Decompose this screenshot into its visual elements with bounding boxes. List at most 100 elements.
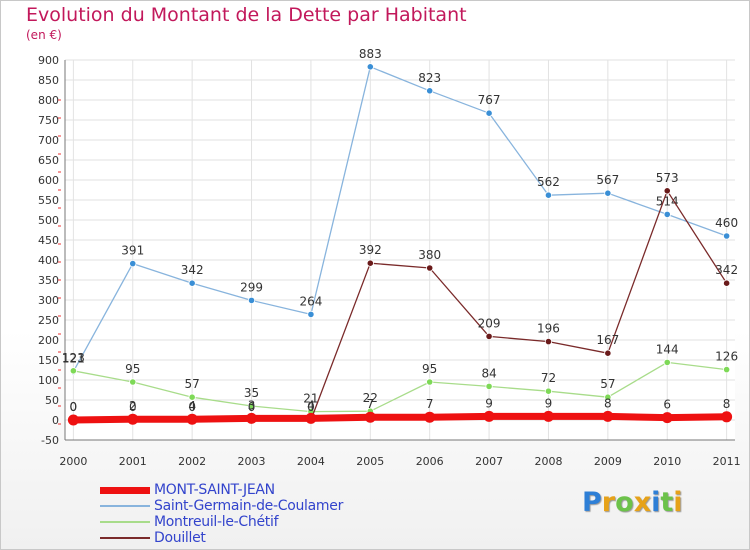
x-tick-label: 2011 [713, 455, 741, 468]
x-tick-label: 2008 [534, 455, 562, 468]
y-tick-label: 450 [38, 234, 59, 247]
data-point [129, 259, 137, 268]
data-label: 8 [723, 397, 731, 411]
x-tick-label: 2009 [594, 455, 622, 468]
data-label: 573 [656, 171, 679, 185]
data-label: 567 [596, 173, 619, 187]
data-point [305, 412, 317, 424]
x-tick-label: 2002 [178, 455, 206, 468]
data-label: 126 [715, 350, 738, 364]
y-tick-label: 200 [38, 334, 59, 347]
data-label: 196 [537, 322, 560, 336]
y-tick-label: 150 [38, 354, 59, 367]
legend-swatch-mont-saint-jean [100, 486, 150, 494]
legend-swatch-saint-germain [100, 505, 150, 507]
data-label: 392 [359, 243, 382, 257]
data-point [129, 378, 137, 386]
y-tick-label: 50 [45, 394, 59, 407]
y-tick-label: 750 [38, 114, 59, 127]
data-label: 7 [426, 397, 434, 411]
data-point [485, 109, 493, 117]
data-point [544, 337, 553, 346]
y-tick-label: 400 [38, 254, 59, 267]
data-label: 123 [62, 351, 85, 365]
data-point [661, 412, 673, 424]
data-point [602, 410, 614, 422]
data-point [483, 410, 495, 422]
data-point [544, 387, 553, 395]
legend-item-montreuil: Montreuil-le-Chétif [100, 514, 343, 530]
x-tick-label: 2001 [119, 455, 147, 468]
legend-item-saint-germain: Saint-Germain-de-Coulamer [100, 498, 343, 514]
data-point [247, 296, 256, 304]
y-tick-label: 900 [38, 54, 59, 67]
data-label: 0 [188, 400, 196, 414]
data-label: 144 [656, 342, 679, 356]
data-label: 57 [600, 377, 615, 391]
plot-area [65, 60, 735, 440]
data-label: 0 [129, 400, 137, 414]
data-label: 72 [541, 371, 556, 385]
legend-item-mont-saint-jean: MONT-SAINT-JEAN [100, 482, 343, 498]
y-tick-label: 300 [38, 294, 59, 307]
data-label: 2 [129, 399, 137, 413]
data-label: 264 [299, 294, 322, 308]
data-point [544, 191, 553, 199]
data-point [723, 365, 731, 374]
data-label: 7 [366, 397, 374, 411]
data-label: 121 [62, 352, 85, 366]
y-tick-label: 850 [38, 74, 59, 87]
data-label: 0 [70, 400, 78, 414]
data-point [246, 412, 258, 424]
data-label: 57 [185, 377, 200, 391]
data-point [485, 382, 493, 390]
x-tick-label: 2007 [475, 455, 503, 468]
data-point [127, 413, 139, 425]
data-point [364, 411, 376, 423]
data-point [366, 259, 374, 267]
data-point [67, 414, 79, 426]
legend-label: Saint-Germain-de-Coulamer [154, 498, 344, 514]
data-label: 0 [70, 400, 78, 414]
y-tick-label: 0 [52, 414, 59, 427]
chart-title: Evolution du Montant de la Dette par Hab… [26, 4, 467, 26]
data-label: 95 [422, 362, 437, 376]
data-label: 4 [188, 399, 196, 413]
data-label: 9 [485, 396, 493, 410]
data-label: 0 [307, 400, 315, 414]
data-label: 95 [125, 362, 140, 376]
logo-letter: t [660, 487, 674, 518]
y-tick-label: 100 [38, 374, 59, 387]
data-point [366, 63, 374, 71]
data-point [604, 349, 612, 357]
logo-letter: o [615, 487, 634, 518]
data-point [663, 210, 671, 218]
data-label: 9 [545, 396, 553, 410]
logo-letter: x [633, 487, 652, 518]
data-point [604, 393, 612, 401]
x-tick-label: 2003 [238, 455, 266, 468]
x-tick-label: 2010 [653, 455, 681, 468]
data-point [69, 367, 77, 375]
y-tick-label: 550 [38, 194, 59, 207]
data-point [424, 411, 436, 423]
legend: MONT-SAINT-JEAN Saint-Germain-de-Coulame… [100, 482, 343, 546]
y-tick-label: 800 [38, 94, 59, 107]
x-tick-label: 2000 [59, 455, 87, 468]
data-label: 4 [307, 398, 315, 412]
data-point [542, 410, 554, 422]
series-line [72, 66, 728, 373]
data-label: 823 [418, 71, 441, 85]
y-tick-label: 650 [38, 154, 59, 167]
data-point [426, 378, 434, 386]
y-tick-label: 350 [38, 274, 59, 287]
data-label: 380 [418, 248, 441, 262]
data-label: 6 [663, 398, 671, 412]
data-point [723, 279, 731, 287]
logo-letter: i [651, 487, 661, 518]
data-point [188, 279, 196, 287]
data-point [723, 232, 731, 240]
line-chart: -500501001502002503003504004505005506006… [38, 47, 741, 468]
logo-letter: r [601, 487, 616, 518]
x-tick-label: 2004 [297, 455, 325, 468]
